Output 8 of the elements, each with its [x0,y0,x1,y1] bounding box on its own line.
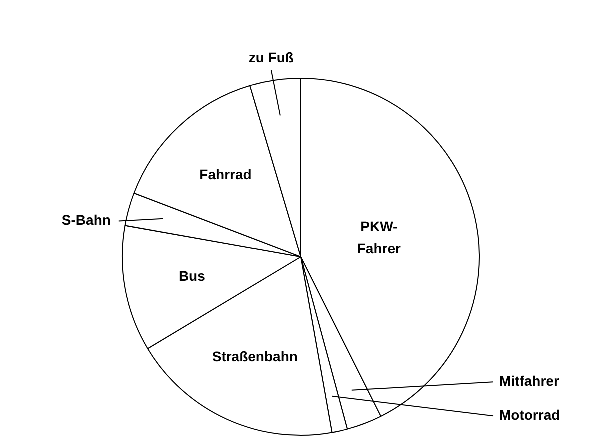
slice-label: PKW-Fahrer [357,218,402,256]
slice-label: zu Fuß [248,49,294,66]
slice-label: Bus [178,268,206,284]
slice-label: Motorrad [500,406,560,423]
slice-label: Straßenbahn [212,348,298,365]
slice-label: Mitfahrer [500,372,560,389]
slice-label: Fahrrad [200,166,252,183]
slice-label: S-Bahn [62,212,111,228]
